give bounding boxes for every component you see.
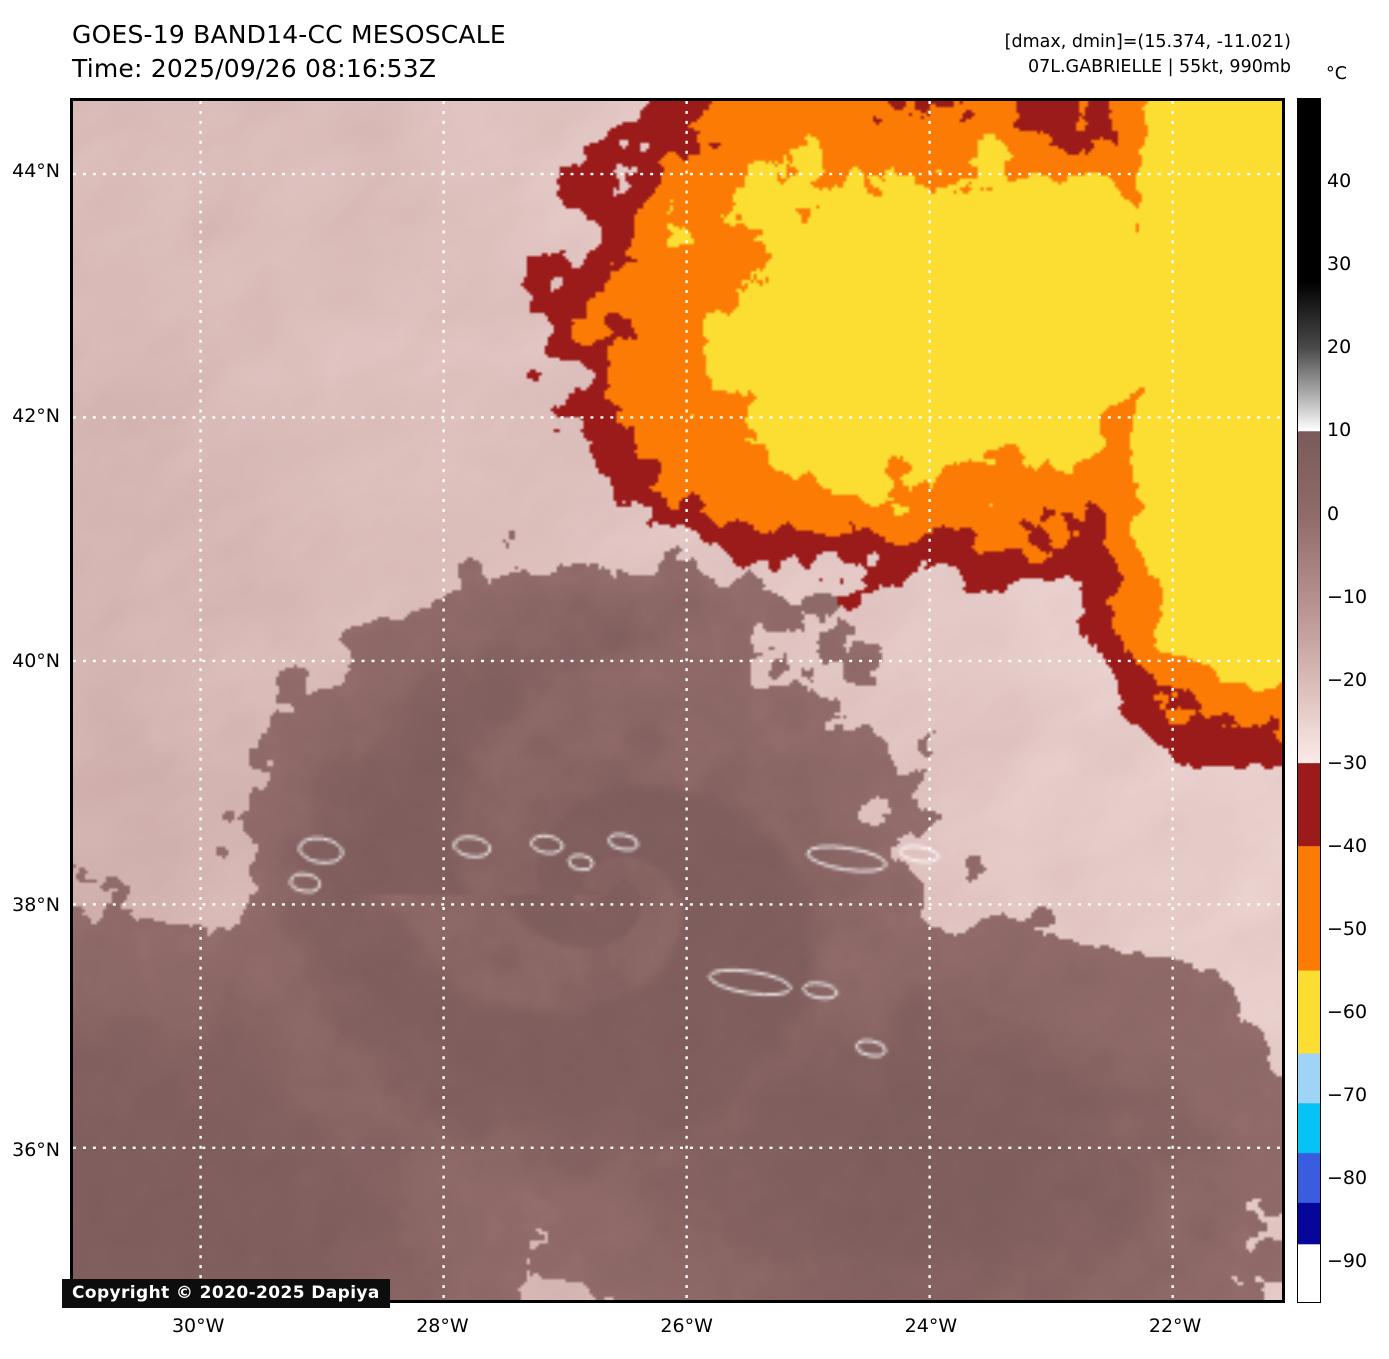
y-axis-tick-40°N: 40°N	[12, 649, 60, 672]
satellite-image-plot[interactable]	[70, 98, 1285, 1303]
storm-info-label: 07L.GABRIELLE | 55kt, 990mb	[1027, 57, 1291, 77]
colorbar-tick-30: 30	[1327, 253, 1352, 276]
colorbar[interactable]	[1297, 98, 1321, 1303]
x-axis-tick-22°W: 22°W	[1148, 1315, 1202, 1337]
x-axis-tick-28°W: 28°W	[416, 1315, 469, 1337]
colorbar-tick-20: 20	[1327, 336, 1352, 359]
colorbar-tick-40: 40	[1327, 170, 1352, 193]
timestamp-label: Time: 2025/09/26 08:16:53Z	[72, 54, 437, 83]
colorbar-tick-−40: −40	[1327, 834, 1368, 857]
title-block: GOES-19 BAND14-CC MESOSCALE Time: 2025/0…	[72, 18, 506, 86]
colorbar-tick-−70: −70	[1327, 1084, 1368, 1107]
colorbar-tick-−10: −10	[1327, 585, 1368, 608]
page-title: GOES-19 BAND14-CC MESOSCALE	[72, 20, 506, 49]
lat-lon-gridlines	[73, 101, 1282, 1300]
colorbar-tick-−80: −80	[1327, 1167, 1368, 1190]
satellite-imagery-canvas	[73, 101, 1282, 1300]
x-axis-tick-26°W: 26°W	[660, 1315, 713, 1337]
colorbar-tick-−20: −20	[1327, 668, 1368, 691]
colorbar-tick-−50: −50	[1327, 918, 1368, 941]
metadata-block: [dmax, dmin]=(15.374, -11.021) 07L.GABRI…	[1005, 30, 1291, 80]
colorbar-unit-label: °C	[1326, 64, 1347, 84]
colorbar-tick-−90: −90	[1327, 1250, 1368, 1273]
colorbar-tick-labels: 40 30 20 10 0 −10 −20 −30 −40 −50 −60 −70 −80 −90	[1297, 98, 1367, 1303]
colorbar-tick-0: 0	[1327, 502, 1340, 525]
y-axis-tick-44°N: 44°N	[12, 160, 60, 183]
colorbar-tick-−30: −30	[1327, 751, 1368, 774]
x-axis-tick-30°W: 30°W	[171, 1315, 225, 1337]
dmax-dmin-label: [dmax, dmin]=(15.374, -11.021)	[1004, 32, 1291, 52]
y-axis-tick-36°N: 36°N	[12, 1139, 60, 1162]
colorbar-gradient	[1298, 99, 1320, 1302]
copyright-banner: Copyright © 2020-2025 Dapiya	[62, 1279, 390, 1308]
y-axis-tick-42°N: 42°N	[12, 405, 60, 428]
colorbar-tick-−60: −60	[1327, 1001, 1368, 1024]
y-axis-tick-38°N: 38°N	[12, 894, 60, 917]
x-axis-tick-24°W: 24°W	[904, 1315, 958, 1337]
colorbar-tick-10: 10	[1327, 419, 1352, 442]
